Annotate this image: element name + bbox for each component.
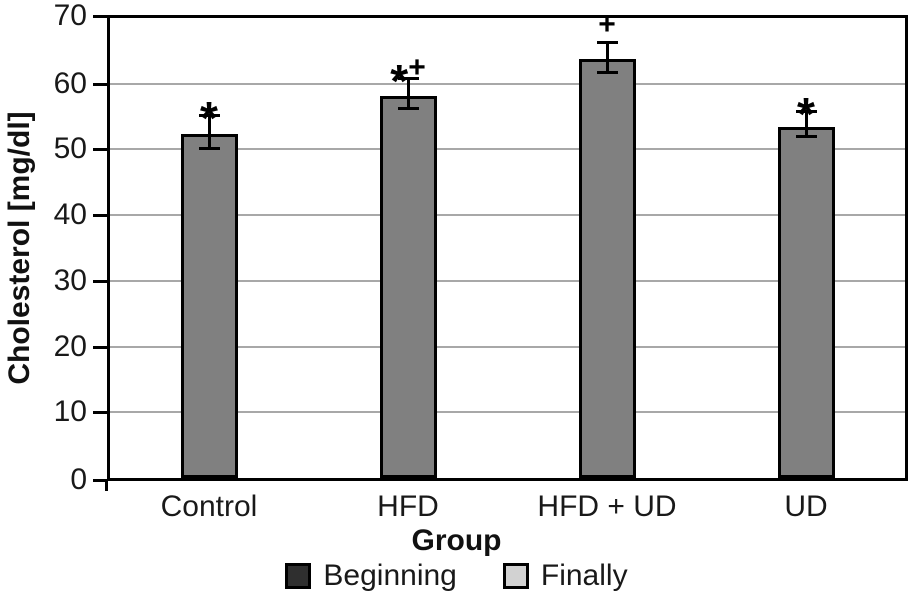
y-axis-tick [93,148,107,151]
gridline [110,148,905,150]
beginning-swatch [285,563,312,589]
gridline [110,411,905,413]
legend: Beginning Finally [0,559,913,593]
y-axis-tick [93,280,107,283]
bar-ud [778,127,835,478]
gridline [110,280,905,282]
y-axis-tick [93,83,107,86]
bar-control [181,134,238,478]
y-axis-tick [93,479,107,482]
y-tick-label: 50 [53,132,87,165]
error-bar-cap-bottom [597,71,618,74]
gridline [110,214,905,216]
error-bar-line [208,115,211,149]
y-tick-label: 60 [53,67,87,100]
error-bar-cap-bottom [796,135,817,138]
x-axis-title: Group [411,524,502,557]
error-bar-cap-bottom [398,107,419,110]
error-bar-line [606,42,609,73]
y-tick-label: 30 [53,264,87,297]
legend-label-beginning: Beginning [323,559,457,592]
error-bar-cap-top [398,77,419,80]
x-category-label: UD [784,490,828,523]
x-category-label: HFD + UD [537,490,677,523]
error-bar-cap-top [199,114,220,117]
error-bar-line [805,111,808,137]
y-axis-tick [93,346,107,349]
bar-hfd [380,96,437,478]
legend-item-beginning: Beginning [285,559,457,593]
x-category-label: Control [160,490,258,523]
y-tick-label: 40 [53,198,87,231]
bar-hfd-ud [579,59,636,478]
x-category-label: HFD [377,490,439,523]
y-axis-tick [93,411,107,414]
error-bar-line [407,78,410,109]
x-axis-tick [105,481,108,491]
error-bar-cap-top [597,41,618,44]
y-axis-tick [93,214,107,217]
y-tick-label: 0 [70,463,87,496]
plot-area [107,15,908,481]
y-axis-tick [93,15,107,18]
error-bar-cap-bottom [199,147,220,150]
gridline [110,83,905,85]
error-bar-cap-top [796,110,817,113]
gridline [110,346,905,348]
legend-item-finally: Finally [502,559,628,593]
legend-label-finally: Finally [540,559,628,592]
y-tick-label: 70 [53,0,87,32]
y-tick-label: 20 [53,330,87,363]
finally-swatch [502,563,529,589]
y-tick-label: 10 [53,395,87,428]
